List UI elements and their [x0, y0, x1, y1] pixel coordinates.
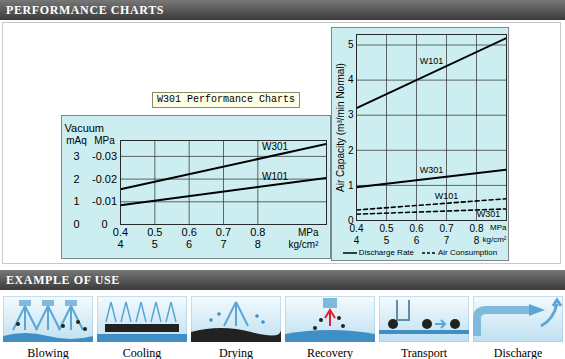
- html-text:Blowing: Blowing: [27, 346, 69, 359]
- svg-text:W301: W301: [420, 165, 444, 175]
- svg-text:4: 4: [117, 238, 123, 250]
- svg-text:0.6: 0.6: [182, 226, 197, 238]
- html-text:W301 Performance Charts: W301 Performance Charts: [157, 94, 295, 105]
- html-text:PERFORMANCE CHARTS: PERFORMANCE CHARTS: [6, 3, 164, 17]
- svg-text:4: 4: [354, 235, 360, 246]
- svg-text:0: 0: [348, 215, 354, 226]
- svg-text:-0.01: -0.01: [92, 195, 117, 207]
- svg-text:W101: W101: [435, 191, 459, 201]
- svg-text:0.8: 0.8: [250, 226, 265, 238]
- svg-text:7: 7: [220, 238, 226, 250]
- html-text:Discharge: Discharge: [493, 346, 543, 359]
- svg-text:0.6: 0.6: [410, 223, 424, 234]
- svg-text:0.5: 0.5: [147, 226, 162, 238]
- svg-text:1: 1: [73, 195, 79, 207]
- svg-text:-0.02: -0.02: [92, 173, 117, 185]
- svg-text:4: 4: [348, 74, 354, 85]
- html-text:Recovery: Recovery: [307, 346, 353, 359]
- svg-text:MPa: MPa: [490, 223, 507, 232]
- svg-text:8: 8: [255, 238, 261, 250]
- svg-text:2: 2: [348, 145, 354, 156]
- svg-text:W101: W101: [420, 56, 444, 66]
- svg-text:3: 3: [73, 150, 79, 162]
- svg-text:8: 8: [474, 235, 480, 246]
- html-text:Discharge Rate: Discharge Rate: [358, 248, 414, 257]
- html-text:Air Consumption: Air Consumption: [438, 248, 498, 257]
- svg-text:6: 6: [186, 238, 192, 250]
- svg-text:kg/cm²: kg/cm²: [483, 235, 507, 244]
- html-text:Transport: Transport: [400, 346, 448, 359]
- svg-text:W301: W301: [262, 141, 289, 152]
- svg-text:0: 0: [73, 218, 79, 230]
- svg-text:Air Capacity (m³/min Normal): Air Capacity (m³/min Normal): [335, 63, 346, 192]
- svg-text:0: 0: [101, 218, 107, 230]
- svg-text:Vacuum: Vacuum: [65, 122, 105, 134]
- svg-text:5: 5: [384, 235, 390, 246]
- svg-text:0.8: 0.8: [470, 223, 484, 234]
- svg-text:0.4: 0.4: [113, 226, 128, 238]
- svg-text:7: 7: [444, 235, 450, 246]
- svg-text:0.4: 0.4: [349, 222, 364, 234]
- svg-text:MPa: MPa: [298, 227, 319, 238]
- svg-text:W301: W301: [477, 209, 501, 219]
- svg-text:MPa: MPa: [94, 135, 115, 146]
- svg-text:2: 2: [73, 173, 79, 185]
- svg-text:0.7: 0.7: [216, 226, 231, 238]
- svg-text:6: 6: [414, 235, 420, 246]
- html-text:Drying: Drying: [219, 346, 253, 359]
- html-text:EXAMPLE OF USE: EXAMPLE OF USE: [6, 273, 120, 287]
- svg-text:W101: W101: [262, 171, 289, 182]
- svg-text:kg/cm²: kg/cm²: [289, 239, 320, 250]
- html-text:Cooling: Cooling: [122, 346, 162, 359]
- svg-text:1: 1: [348, 180, 354, 191]
- svg-text:mAq: mAq: [66, 135, 87, 146]
- svg-text:3: 3: [348, 109, 354, 120]
- svg-text:5: 5: [152, 238, 158, 250]
- svg-text:5: 5: [348, 39, 354, 50]
- svg-text:0.7: 0.7: [440, 223, 454, 234]
- svg-text:0.5: 0.5: [380, 223, 394, 234]
- svg-text:-0.03: -0.03: [92, 150, 117, 162]
